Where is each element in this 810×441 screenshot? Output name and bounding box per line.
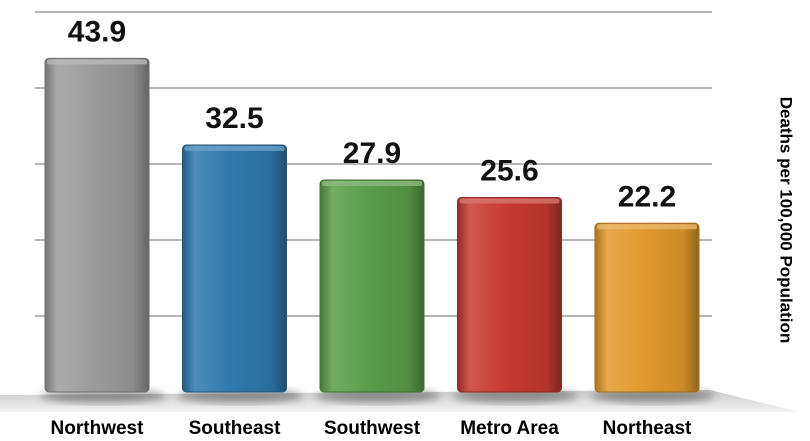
bar-top-highlight: [47, 59, 147, 65]
x-tick-label: Southeast: [189, 418, 282, 439]
bar-top-highlight: [322, 180, 422, 186]
x-tick-label: Southwest: [324, 418, 421, 439]
bar-southeast: [182, 144, 287, 393]
y-axis-label: Deaths per 100,000 Population: [776, 96, 795, 344]
x-tick-label: Northeast: [603, 418, 692, 439]
bar-northeast: [594, 222, 700, 393]
data-label: 27.9: [343, 137, 401, 170]
bar-top-highlight: [597, 224, 697, 230]
x-tick-label: Northwest: [51, 418, 145, 439]
bar-top-highlight: [459, 198, 560, 204]
bar-northwest: [44, 57, 150, 393]
data-label: 25.6: [480, 154, 538, 187]
bar-metro-area: [457, 196, 562, 393]
data-label: 43.9: [68, 15, 126, 48]
x-tick-label: Metro Area: [460, 418, 559, 439]
bar-southwest: [319, 179, 425, 393]
data-label: 22.2: [618, 180, 676, 213]
data-label: 32.5: [205, 102, 263, 135]
y-axis-label-wrap: Deaths per 100,000 Population: [770, 20, 800, 420]
bar-top-highlight: [184, 146, 285, 151]
